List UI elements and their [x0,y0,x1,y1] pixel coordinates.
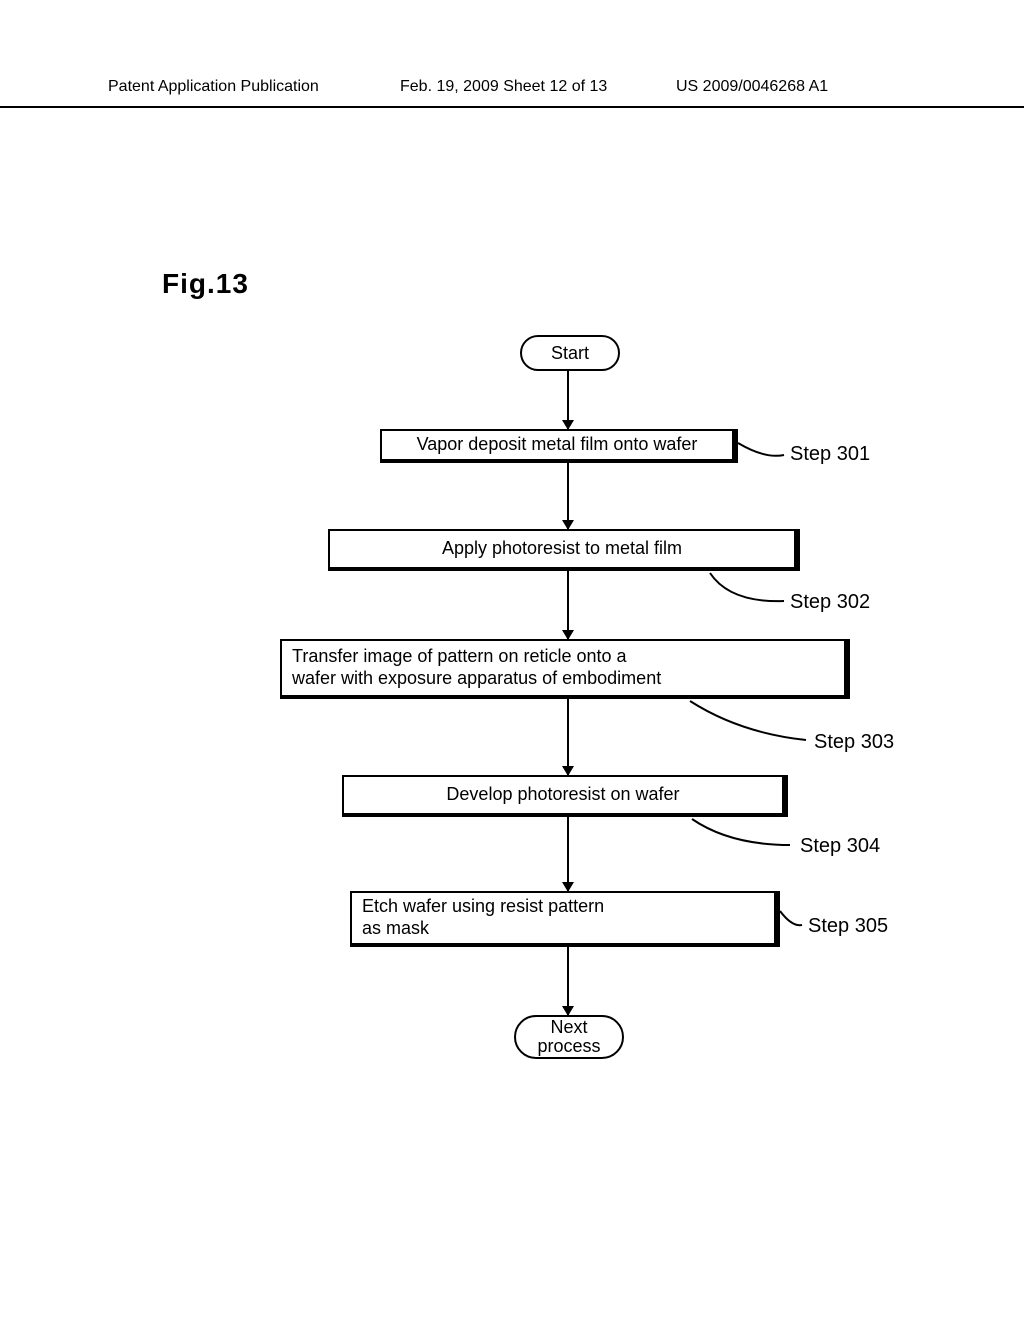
header-right: US 2009/0046268 A1 [676,78,828,96]
step-label-s303: Step 303 [814,731,894,754]
flow-arrow [567,699,569,775]
flow-arrow [567,463,569,529]
header-left: Patent Application Publication [108,78,319,96]
flow-arrow [567,947,569,1015]
flow-arrow [567,371,569,429]
step-label-s304: Step 304 [800,835,880,858]
step-label-s305: Step 305 [808,915,888,938]
flow-step-s305: Etch wafer using resist pattern as mask [350,891,780,947]
page-header: Patent Application Publication Feb. 19, … [0,78,1024,108]
flow-step-s301: Vapor deposit metal film onto wafer [380,429,738,463]
step-label-s302: Step 302 [790,591,870,614]
flow-terminal-next: Next process [514,1015,624,1059]
flow-step-s302: Apply photoresist to metal film [328,529,800,571]
flow-terminal-start: Start [520,335,620,371]
header-center: Feb. 19, 2009 Sheet 12 of 13 [400,78,607,96]
flow-step-s304: Develop photoresist on wafer [342,775,788,817]
figure-label: Fig.13 [162,268,249,300]
flow-arrow [567,817,569,891]
step-label-s301: Step 301 [790,443,870,466]
flow-arrow [567,571,569,639]
flow-step-s303: Transfer image of pattern on reticle ont… [280,639,850,699]
